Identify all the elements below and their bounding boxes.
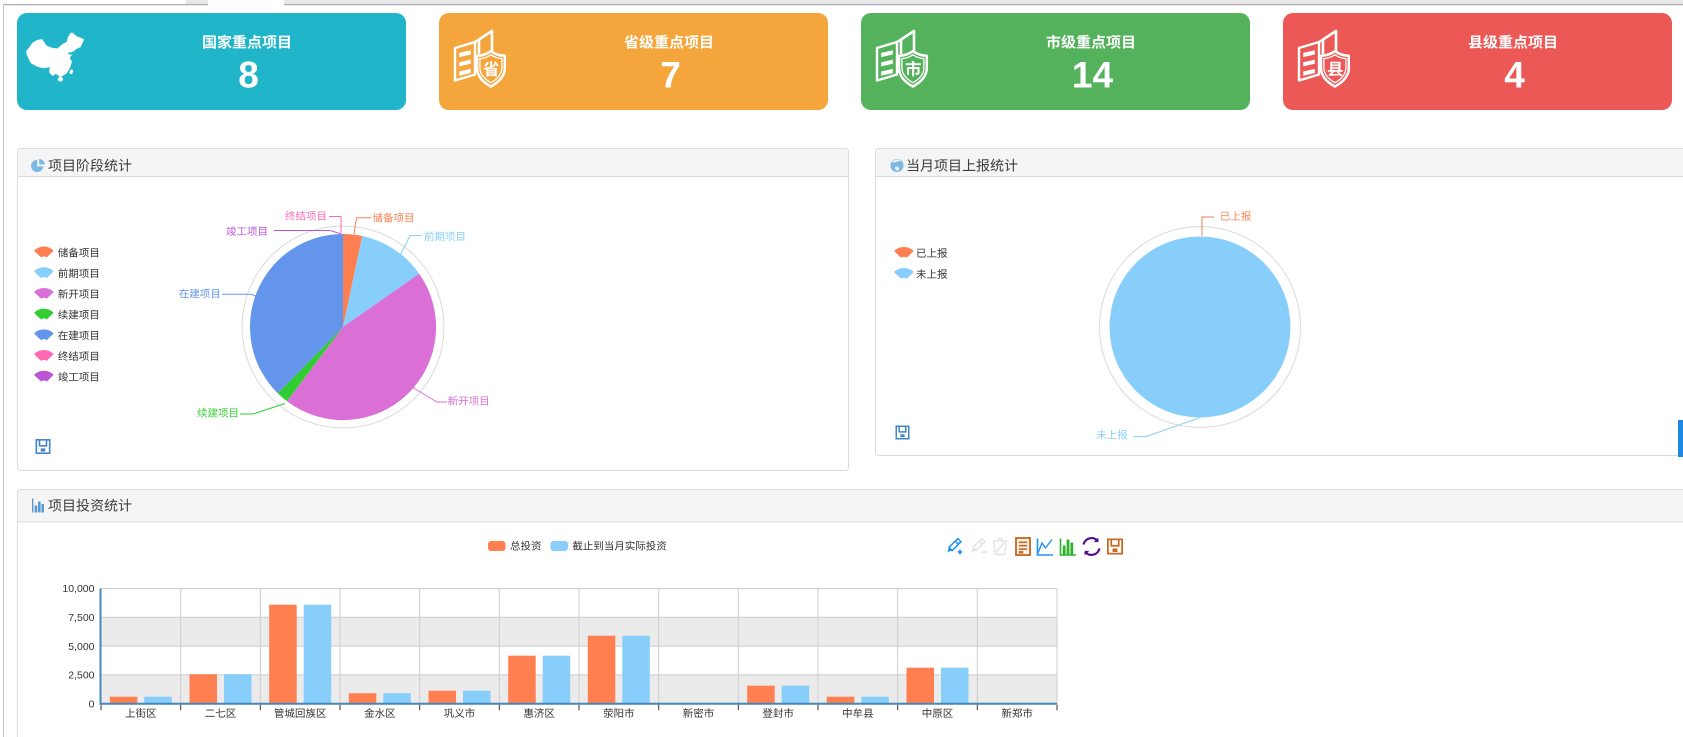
svg-text:7,500: 7,500 (68, 612, 94, 624)
svg-text:7: 7 (660, 55, 681, 96)
svg-text:10,000: 10,000 (62, 583, 94, 595)
svg-text:4: 4 (1504, 55, 1525, 96)
svg-text:0: 0 (89, 698, 95, 710)
svg-text:8: 8 (238, 55, 259, 96)
svg-text:5,000: 5,000 (68, 641, 94, 653)
svg-text:2,500: 2,500 (68, 670, 94, 682)
svg-text:14: 14 (1072, 55, 1114, 96)
